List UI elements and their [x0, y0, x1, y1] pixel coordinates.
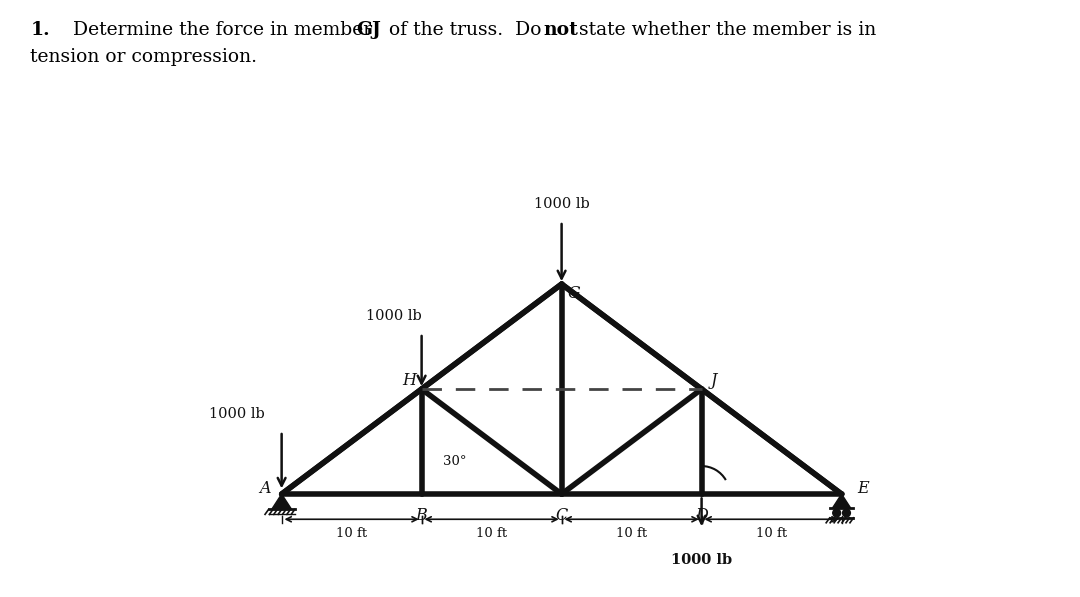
Text: state whether the member is in: state whether the member is in: [573, 21, 877, 39]
Text: 1000 lb: 1000 lb: [534, 197, 590, 211]
Polygon shape: [833, 494, 851, 508]
Text: GJ: GJ: [356, 21, 381, 39]
Text: G: G: [568, 285, 581, 303]
Polygon shape: [271, 494, 292, 509]
Text: tension or compression.: tension or compression.: [30, 48, 257, 66]
Text: 10 ft: 10 ft: [476, 527, 508, 540]
Text: 10 ft: 10 ft: [756, 527, 787, 540]
Text: 30°: 30°: [443, 456, 467, 469]
Text: of the truss.  Do: of the truss. Do: [383, 21, 548, 39]
Text: 10 ft: 10 ft: [336, 527, 367, 540]
Circle shape: [842, 509, 850, 517]
Text: D: D: [696, 507, 708, 524]
Text: 1000 lb: 1000 lb: [208, 407, 265, 421]
Text: 1000 lb: 1000 lb: [366, 309, 421, 324]
Text: 10 ft: 10 ft: [616, 527, 647, 540]
Text: H: H: [402, 372, 416, 389]
Text: J: J: [711, 372, 717, 389]
Text: E: E: [856, 480, 868, 497]
Text: A: A: [259, 480, 271, 497]
Circle shape: [833, 509, 840, 517]
Text: not: not: [543, 21, 578, 39]
Text: 1000 lb: 1000 lb: [671, 553, 732, 567]
Text: 1.: 1.: [30, 21, 50, 39]
Text: B: B: [416, 507, 428, 524]
Text: Determine the force in member: Determine the force in member: [73, 21, 379, 39]
Text: C: C: [555, 507, 568, 524]
